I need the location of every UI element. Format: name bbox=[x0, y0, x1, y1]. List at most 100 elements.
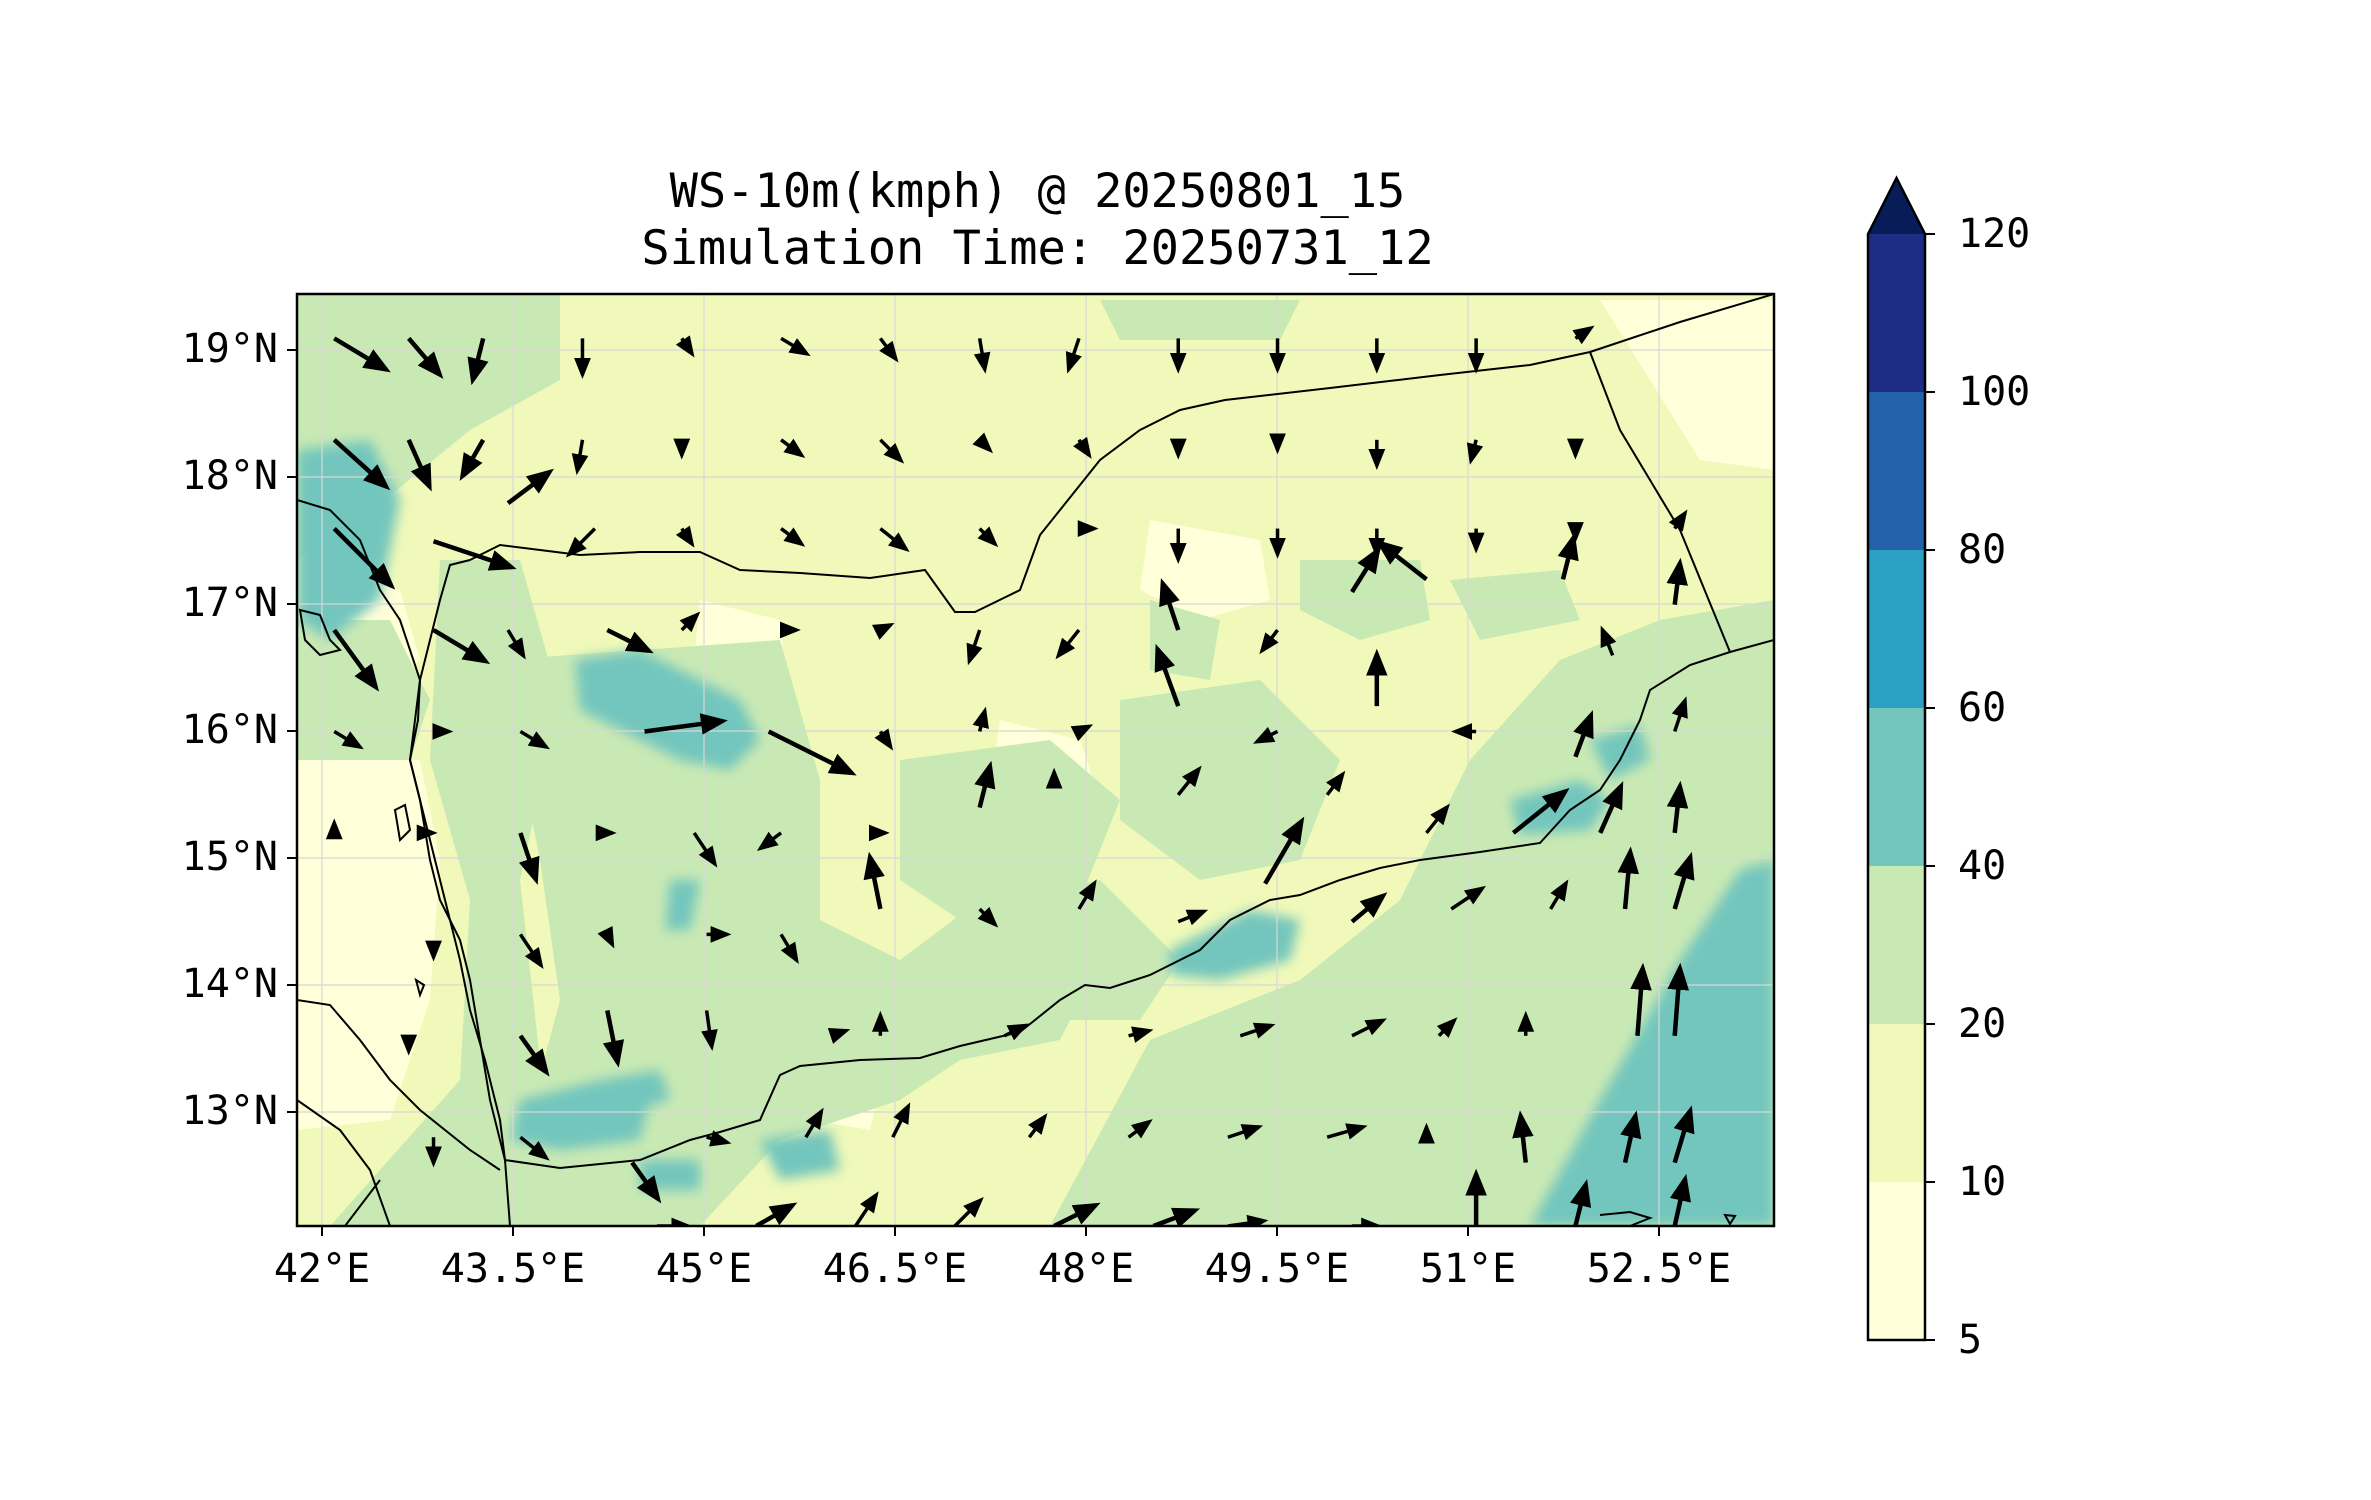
wind-vector bbox=[1630, 962, 1652, 1036]
wind-vector bbox=[1672, 851, 1695, 910]
wind-vector bbox=[780, 336, 811, 357]
colorbar-swatch-100-120 bbox=[1868, 234, 1925, 392]
wind-vector bbox=[891, 1102, 911, 1139]
wind-vector bbox=[1127, 1119, 1153, 1139]
wind-vector bbox=[1425, 803, 1450, 835]
wind-vector bbox=[1053, 1202, 1101, 1226]
wind-vector bbox=[1326, 1123, 1368, 1140]
wind-vectors bbox=[325, 325, 1695, 1226]
colorbar-label-100: 100 bbox=[1958, 369, 2031, 415]
wind-vector bbox=[432, 539, 517, 571]
wind-vector bbox=[953, 1197, 984, 1226]
wind-vector bbox=[1154, 643, 1181, 707]
colorbar-label-60: 60 bbox=[1958, 685, 2007, 731]
wind-vector bbox=[1159, 578, 1181, 631]
colorbar-label-5: 5 bbox=[1958, 1317, 1983, 1363]
lon-label-52-5e: 52.5°E bbox=[1586, 1246, 1732, 1292]
lon-label-45e: 45°E bbox=[655, 1246, 753, 1292]
wind-vector bbox=[467, 337, 489, 386]
wind-vector bbox=[1436, 1017, 1458, 1039]
wind-vector bbox=[1667, 962, 1690, 1036]
wind-vector bbox=[679, 611, 701, 633]
wind-vector bbox=[1573, 710, 1594, 758]
lon-label-48e: 48°E bbox=[1037, 1246, 1135, 1292]
wind-vector bbox=[565, 527, 597, 558]
wind-vector bbox=[1152, 1207, 1201, 1226]
wind-vector bbox=[1671, 696, 1688, 733]
wind-vector bbox=[602, 1009, 625, 1068]
colorbar-frame bbox=[1866, 175, 1927, 1342]
wind-vector bbox=[1350, 545, 1381, 594]
wind-vector bbox=[506, 629, 526, 660]
wind-vector bbox=[1450, 885, 1486, 911]
wind-vector bbox=[518, 933, 544, 970]
wind-vector bbox=[406, 336, 444, 379]
colorbar-extend-arrow bbox=[1868, 178, 1925, 234]
wind-vector bbox=[972, 432, 994, 454]
ethiopia-border-2 bbox=[344, 1179, 381, 1226]
wind-vector bbox=[333, 729, 364, 750]
lon-label-46-5e: 46.5°E bbox=[822, 1246, 968, 1292]
wind-speed-field bbox=[297, 294, 1774, 1226]
wind-vector bbox=[755, 1202, 798, 1226]
colorbar bbox=[1866, 175, 1935, 1342]
wind-vector bbox=[630, 1161, 662, 1204]
oman-border-north bbox=[1589, 294, 1774, 353]
wind-vector bbox=[1077, 879, 1097, 910]
lat-label-17n: 17°N bbox=[181, 580, 278, 626]
wind-vector bbox=[973, 338, 991, 374]
wind-vector bbox=[506, 468, 554, 506]
wind-vector bbox=[1617, 846, 1640, 910]
wind-vector bbox=[827, 1027, 851, 1044]
small-island-2 bbox=[1723, 1213, 1737, 1226]
lat-label-14n: 14°N bbox=[181, 961, 278, 1007]
wind-vector bbox=[1350, 892, 1388, 924]
wind-vector bbox=[519, 729, 551, 750]
wind-vector bbox=[675, 525, 695, 548]
wind-vector bbox=[1351, 1018, 1387, 1038]
wind-vector bbox=[332, 526, 396, 590]
map-subtitle: Simulation Time: 20250731_12 bbox=[641, 221, 1434, 276]
lon-label-42e: 42°E bbox=[273, 1246, 371, 1292]
wind-vector bbox=[1549, 879, 1569, 910]
colorbar-ticks bbox=[1925, 233, 1935, 1341]
colorbar-swatch-5-10 bbox=[1868, 1182, 1925, 1340]
wind-vector bbox=[878, 337, 899, 363]
wind-vector bbox=[966, 629, 983, 666]
wind-vector bbox=[332, 438, 391, 491]
wind-vector bbox=[706, 1130, 732, 1147]
wind-vector bbox=[780, 438, 806, 458]
wind-vector bbox=[459, 438, 486, 481]
wind-vector bbox=[874, 728, 894, 751]
wind-vector bbox=[1600, 625, 1617, 657]
colorbar-swatch-40-60 bbox=[1868, 708, 1925, 866]
wind-vector bbox=[1669, 1173, 1691, 1226]
wind-vector bbox=[571, 439, 589, 476]
colorbar-label-40: 40 bbox=[1958, 843, 2007, 889]
map-frame bbox=[295, 292, 1776, 1228]
yemen-oman-border bbox=[1589, 351, 1731, 653]
wind-vector bbox=[1263, 816, 1305, 885]
socotra bbox=[1599, 1210, 1654, 1226]
lon-label-43-5e: 43.5°E bbox=[440, 1246, 586, 1292]
wind-vector bbox=[756, 831, 783, 852]
yemen-south-coast bbox=[504, 639, 1774, 1170]
eritrea-ethiopia-border bbox=[297, 999, 501, 1171]
lat-tick-marks bbox=[287, 349, 297, 1113]
wind-vector bbox=[1666, 557, 1688, 605]
wind-vector bbox=[1027, 1113, 1048, 1139]
wind-vector bbox=[1570, 1179, 1592, 1226]
wind-vector bbox=[1227, 1124, 1264, 1141]
wind-vector bbox=[879, 527, 910, 553]
wind-vector bbox=[977, 906, 999, 928]
wind-vector bbox=[1070, 724, 1094, 742]
lon-label-49-5e: 49.5°E bbox=[1204, 1246, 1350, 1292]
wind-vector bbox=[518, 1034, 550, 1077]
wind-vector bbox=[779, 933, 799, 964]
wind-vector bbox=[1177, 909, 1209, 926]
wind-vector bbox=[1259, 628, 1279, 655]
wind-vector bbox=[804, 1107, 824, 1139]
wind-vector bbox=[701, 1010, 718, 1051]
lat-label-13n: 13°N bbox=[181, 1088, 278, 1134]
kamaran-island bbox=[393, 803, 412, 843]
